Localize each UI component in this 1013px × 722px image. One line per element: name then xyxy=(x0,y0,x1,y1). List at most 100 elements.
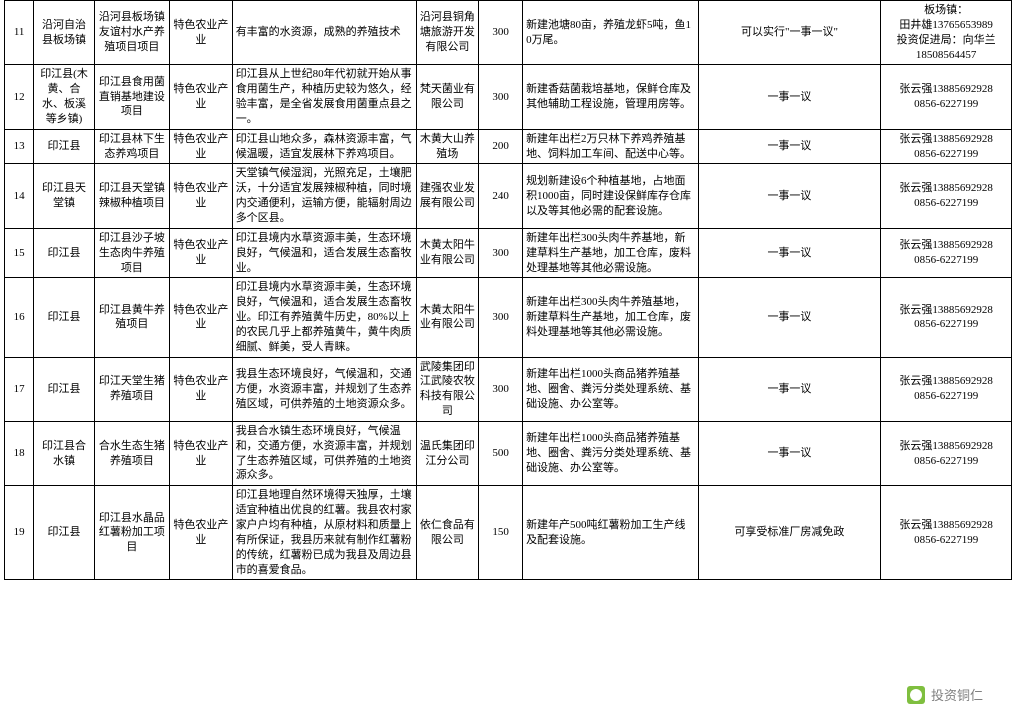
table-cell: 木黄太阳牛业有限公司 xyxy=(416,278,479,357)
table-row: 19印江县印江县水晶品红薯粉加工项目特色农业产业印江县地理自然环境得天独厚，土壤… xyxy=(5,486,1012,580)
table-cell: 300 xyxy=(479,357,523,421)
table-cell: 150 xyxy=(479,486,523,580)
table-cell: 印江县水晶品红薯粉加工项目 xyxy=(94,486,169,580)
table-cell: 一事一议 xyxy=(698,357,881,421)
table-cell: 300 xyxy=(479,228,523,278)
table-cell: 印江县山地众多，森林资源丰富，气候温暖，适宜发展林下养鸡项目。 xyxy=(232,129,416,164)
table-cell: 17 xyxy=(5,357,34,421)
table-cell: 印江县 xyxy=(34,278,95,357)
table-cell: 印江县天堂镇 xyxy=(34,164,95,228)
table-cell: 合水生态生猪养殖项目 xyxy=(94,421,169,485)
table-cell: 特色农业产业 xyxy=(170,1,233,65)
data-table: 11沿河自治县板场镇沿河县板场镇友谊村水产养殖项目项目特色农业产业有丰富的水资源… xyxy=(4,0,1012,580)
table-cell: 一事一议 xyxy=(698,278,881,357)
table-cell: 印江县地理自然环境得天独厚，土壤适宜种植出优良的红薯。我县农村家家户户均有种植，… xyxy=(232,486,416,580)
table-cell: 印江县境内水草资源丰美，生态环境良好，气候温和，适合发展生态畜牧业。印江有养殖黄… xyxy=(232,278,416,357)
table-cell: 11 xyxy=(5,1,34,65)
table-cell: 印江县 xyxy=(34,228,95,278)
table-cell: 300 xyxy=(479,1,523,65)
table-cell: 张云强13885692928 0856-6227199 xyxy=(881,278,1012,357)
table-cell: 200 xyxy=(479,129,523,164)
table-cell: 印江县 xyxy=(34,357,95,421)
table-row: 18印江县合水镇合水生态生猪养殖项目特色农业产业我县合水镇生态环境良好，气候温和… xyxy=(5,421,1012,485)
table-cell: 特色农业产业 xyxy=(170,278,233,357)
table-cell: 300 xyxy=(479,65,523,129)
table-cell: 印江县从上世纪80年代初就开始从事食用菌生产，种植历史较为悠久，经验丰富，是全省… xyxy=(232,65,416,129)
table-cell: 建强农业发展有限公司 xyxy=(416,164,479,228)
table-cell: 沿河县板场镇友谊村水产养殖项目项目 xyxy=(94,1,169,65)
table-cell: 可享受标准厂房减免政 xyxy=(698,486,881,580)
wechat-icon xyxy=(907,686,925,704)
table-cell: 一事一议 xyxy=(698,228,881,278)
table-cell: 我县生态环境良好，气候温和，交通方便，水资源丰富，并规划了生态养殖区域，可供养殖… xyxy=(232,357,416,421)
table-cell: 新建池塘80亩，养殖龙虾5吨，鱼10万尾。 xyxy=(523,1,698,65)
table-cell: 印江县黄牛养殖项目 xyxy=(94,278,169,357)
table-cell: 新建年出栏1000头商品猪养殖基地、圈舍、粪污分类处理系统、基础设施、办公室等。 xyxy=(523,421,698,485)
table-cell: 有丰富的水资源，成熟的养殖技术 xyxy=(232,1,416,65)
table-cell: 规划新建设6个种植基地，占地面积1000亩，同时建设保鲜库存仓库以及等其他必需的… xyxy=(523,164,698,228)
table-row: 15印江县印江县沙子坡生态肉牛养殖项目特色农业产业印江县境内水草资源丰美，生态环… xyxy=(5,228,1012,278)
table-cell: 印江县合水镇 xyxy=(34,421,95,485)
table-cell: 张云强13885692928 0856-6227199 xyxy=(881,164,1012,228)
table-cell: 张云强13885692928 0856-6227199 xyxy=(881,129,1012,164)
table-cell: 特色农业产业 xyxy=(170,357,233,421)
table-cell: 240 xyxy=(479,164,523,228)
table-cell: 武陵集团印江武陵农牧科技有限公司 xyxy=(416,357,479,421)
table-cell: 板场镇： 田井雄13765653989 投资促进局：向华兰 1850856445… xyxy=(881,1,1012,65)
table-cell: 新建香菇菌栽培基地，保鲜仓库及其他辅助工程设施，管理用房等。 xyxy=(523,65,698,129)
table-cell: 500 xyxy=(479,421,523,485)
table-cell: 印江县沙子坡生态肉牛养殖项目 xyxy=(94,228,169,278)
table-cell: 特色农业产业 xyxy=(170,129,233,164)
table-row: 11沿河自治县板场镇沿河县板场镇友谊村水产养殖项目项目特色农业产业有丰富的水资源… xyxy=(5,1,1012,65)
table-row: 17印江县印江天堂生猪养殖项目特色农业产业我县生态环境良好，气候温和，交通方便，… xyxy=(5,357,1012,421)
table-cell: 新建年出栏300头肉牛养殖基地，新建草料生产基地，加工仓库，废料处理基地等其他必… xyxy=(523,278,698,357)
table-cell: 一事一议 xyxy=(698,65,881,129)
table-cell: 张云强13885692928 0856-6227199 xyxy=(881,228,1012,278)
table-row: 12印江县(木黄、合水、板溪等乡镇)印江县食用菌直销基地建设项目特色农业产业印江… xyxy=(5,65,1012,129)
table-row: 14印江县天堂镇印江县天堂镇辣椒种植项目特色农业产业天堂镇气候湿润，光照充足，土… xyxy=(5,164,1012,228)
table-cell: 新建年出栏300头肉牛养基地，新建草料生产基地，加工仓库，废料处理基地等其他必需… xyxy=(523,228,698,278)
table-cell: 特色农业产业 xyxy=(170,421,233,485)
table-cell: 张云强13885692928 0856-6227199 xyxy=(881,421,1012,485)
table-cell: 新建年出栏1000头商品猪养殖基地、圈舍、粪污分类处理系统、基础设施、办公室等。 xyxy=(523,357,698,421)
table-cell: 张云强13885692928 0856-6227199 xyxy=(881,486,1012,580)
table-cell: 特色农业产业 xyxy=(170,486,233,580)
table-cell: 印江县境内水草资源丰美，生态环境良好，气候温和，适合发展生态畜牧业。 xyxy=(232,228,416,278)
table-cell: 张云强13885692928 0856-6227199 xyxy=(881,357,1012,421)
table-row: 16印江县印江县黄牛养殖项目特色农业产业印江县境内水草资源丰美，生态环境良好，气… xyxy=(5,278,1012,357)
table-cell: 我县合水镇生态环境良好，气候温和，交通方便，水资源丰富，并规划了生态养殖区域，可… xyxy=(232,421,416,485)
table-cell: 木黄大山养殖场 xyxy=(416,129,479,164)
table-cell: 16 xyxy=(5,278,34,357)
table-cell: 15 xyxy=(5,228,34,278)
wechat-watermark: 投资铜仁 xyxy=(907,685,983,704)
table-cell: 梵天菌业有限公司 xyxy=(416,65,479,129)
table-row: 13印江县印江县林下生态养鸡项目特色农业产业印江县山地众多，森林资源丰富，气候温… xyxy=(5,129,1012,164)
table-cell: 一事一议 xyxy=(698,164,881,228)
table-cell: 温氏集团印江分公司 xyxy=(416,421,479,485)
table-cell: 特色农业产业 xyxy=(170,65,233,129)
table-cell: 14 xyxy=(5,164,34,228)
table-cell: 印江县 xyxy=(34,486,95,580)
table-cell: 可以实行"一事一议" xyxy=(698,1,881,65)
table-cell: 依仁食品有限公司 xyxy=(416,486,479,580)
table-cell: 新建年产500吨红薯粉加工生产线及配套设施。 xyxy=(523,486,698,580)
table-cell: 一事一议 xyxy=(698,129,881,164)
table-cell: 张云强13885692928 0856-6227199 xyxy=(881,65,1012,129)
table-cell: 一事一议 xyxy=(698,421,881,485)
table-cell: 印江天堂生猪养殖项目 xyxy=(94,357,169,421)
watermark-text: 投资铜仁 xyxy=(931,685,983,704)
table-cell: 木黄太阳牛业有限公司 xyxy=(416,228,479,278)
table-cell: 沿河自治县板场镇 xyxy=(34,1,95,65)
table-cell: 300 xyxy=(479,278,523,357)
table-cell: 19 xyxy=(5,486,34,580)
table-cell: 新建年出栏2万只林下养鸡养殖基地、饲料加工车间、配送中心等。 xyxy=(523,129,698,164)
table-cell: 特色农业产业 xyxy=(170,164,233,228)
table-cell: 18 xyxy=(5,421,34,485)
table-cell: 印江县食用菌直销基地建设项目 xyxy=(94,65,169,129)
table-cell: 印江县林下生态养鸡项目 xyxy=(94,129,169,164)
table-cell: 12 xyxy=(5,65,34,129)
table-cell: 印江县 xyxy=(34,129,95,164)
table-cell: 沿河县铜角塘旅游开发有限公司 xyxy=(416,1,479,65)
table-cell: 印江县天堂镇辣椒种植项目 xyxy=(94,164,169,228)
table-cell: 印江县(木黄、合水、板溪等乡镇) xyxy=(34,65,95,129)
